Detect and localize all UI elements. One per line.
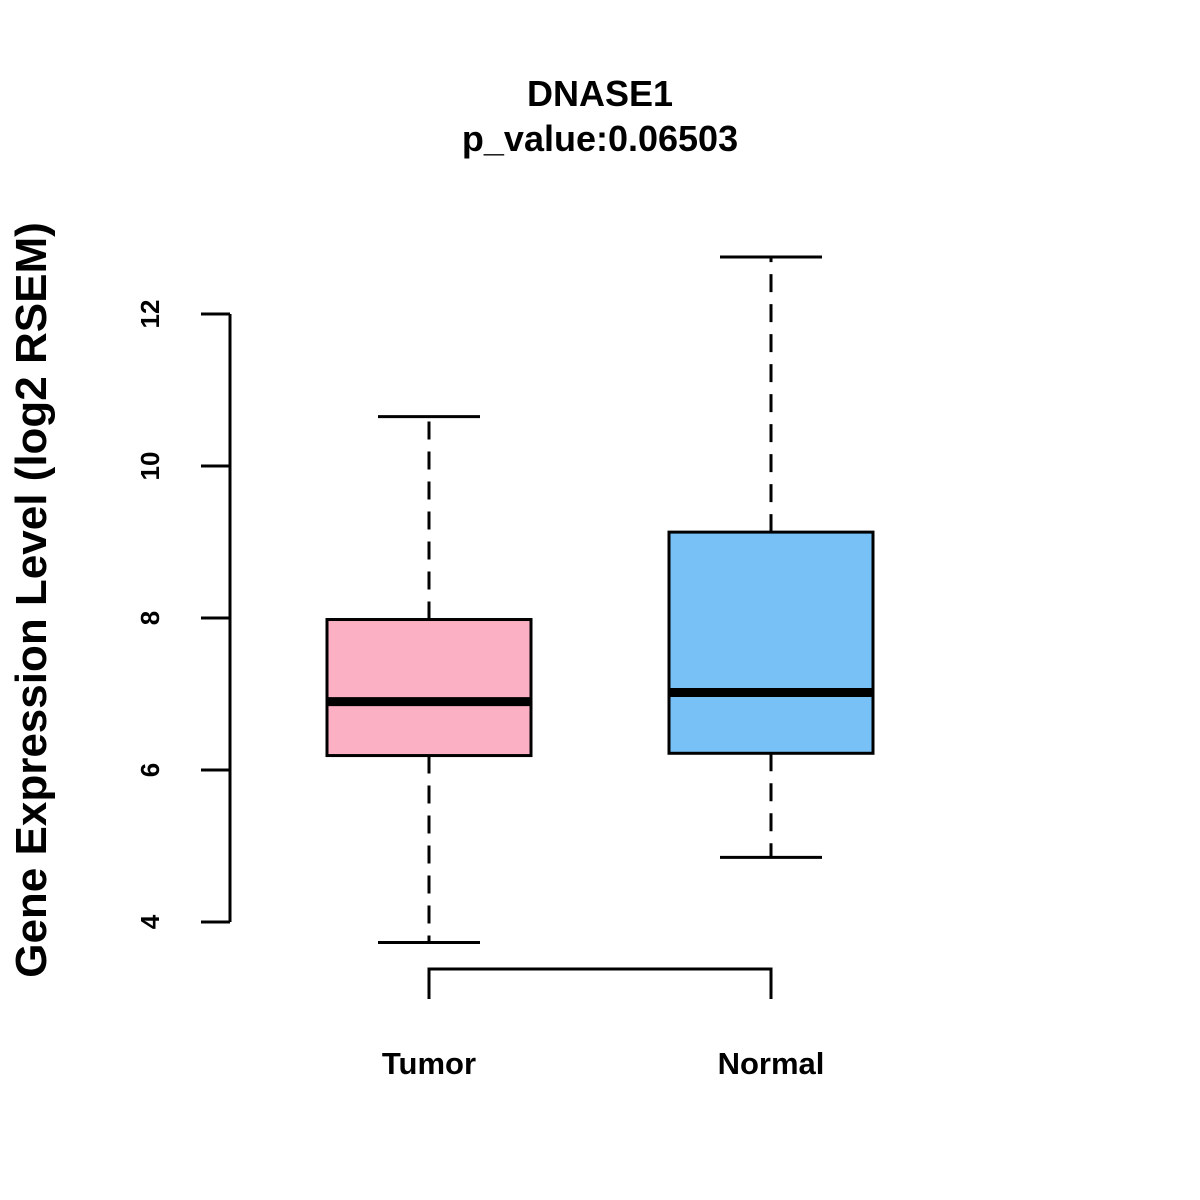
y-tick-label-8: 8: [135, 611, 165, 625]
y-axis-label: Gene Expression Level (log2 RSEM): [7, 222, 56, 978]
chart-title: DNASE1: [527, 73, 673, 114]
bracket-line: [427, 967, 773, 999]
y-tick-label-12: 12: [135, 300, 165, 329]
y-axis: 4 6 8 10 12: [135, 300, 232, 929]
y-tick-label-10: 10: [135, 452, 165, 481]
y-tick-label-6: 6: [135, 763, 165, 777]
box-tumor: [325, 415, 533, 945]
iqr-box-normal: [667, 530, 875, 755]
x-label-normal: Normal: [718, 1046, 825, 1081]
iqr-box-tumor: [325, 618, 533, 758]
x-label-tumor: Tumor: [382, 1046, 476, 1081]
comparison-bracket: [427, 967, 773, 999]
box-normal: [667, 255, 875, 859]
chart-subtitle: p_value:0.06503: [462, 118, 738, 159]
x-axis-category-labels: Tumor Normal: [382, 1046, 824, 1081]
box-series: [325, 255, 875, 945]
y-tick-label-4: 4: [135, 914, 165, 929]
